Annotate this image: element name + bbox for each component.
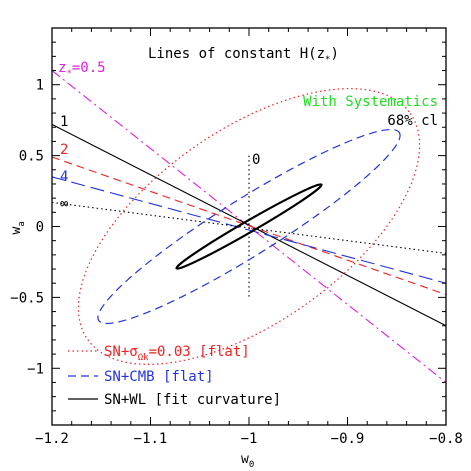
- x-tick-label: −0.8: [429, 431, 463, 447]
- contour-2: [175, 183, 323, 270]
- constant-h-label-5: 0: [252, 152, 260, 168]
- constant-h-line-1: [52, 123, 446, 327]
- legend-label-0: SN+σΩk=0.03 [flat]: [104, 344, 250, 363]
- constant-h-line-2: [52, 156, 446, 296]
- legend-label-1: SN+CMB [flat]: [104, 369, 214, 385]
- systematics-label: With Systematics: [303, 94, 438, 110]
- y-axis-label: wa: [9, 221, 27, 234]
- chart-text: −1.2 −1.1 −1 −0.9 −0.8 1 0.5 0 −0.5 −1 w0 wa Lines o…: [9, 46, 463, 470]
- constant-h-label-2: 2: [60, 142, 68, 158]
- x-tick-label: −1: [241, 431, 258, 447]
- axis-ticks: [51, 28, 447, 425]
- y-tick-label: 0: [36, 220, 44, 236]
- constant-h-label-3: 4: [60, 169, 68, 185]
- constant-h-label-0: z*=0.5: [58, 60, 106, 79]
- legend-label-2: SN+WL [fit curvature]: [104, 392, 281, 408]
- contour-1: [97, 128, 401, 325]
- constant-h-line-3: [52, 176, 446, 284]
- y-tick-label: 1: [36, 78, 44, 94]
- x-tick-label: −1.2: [35, 431, 69, 447]
- plot-area: [52, 70, 446, 383]
- constant-h-line-0: [52, 70, 446, 383]
- legend: SN+σΩk=0.03 [flat] SN+CMB [flat] SN+WL [fi…: [68, 344, 281, 408]
- constant-h-label-1: 1: [60, 114, 68, 130]
- chart-title: Lines of constant H(z*): [148, 46, 339, 65]
- x-axis-label: w0: [241, 452, 254, 470]
- y-tick-label: −1: [27, 361, 44, 377]
- contour-0: [77, 88, 421, 365]
- y-tick-label: −0.5: [10, 290, 44, 306]
- confidence-level-label: 68% cl: [387, 113, 438, 129]
- y-tick-label: 0.5: [19, 149, 44, 165]
- x-tick-label: −0.9: [331, 431, 365, 447]
- x-tick-label: −1.1: [134, 431, 168, 447]
- constant-h-label-4: ∞: [60, 196, 69, 212]
